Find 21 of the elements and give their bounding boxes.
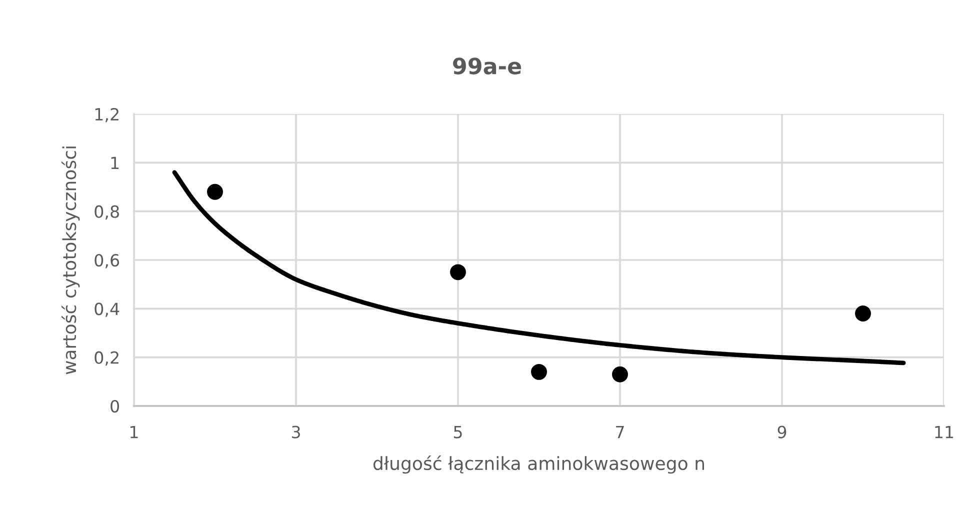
- y-tick-label: 1,2: [95, 108, 118, 122]
- y-tick-label: 0,4: [94, 302, 120, 317]
- x-tick-label: 11: [935, 426, 954, 438]
- point: [531, 364, 547, 380]
- point: [207, 184, 223, 200]
- x-tick-label: 9: [778, 426, 786, 438]
- y-tick-label: 0,6: [94, 254, 120, 268]
- x-tick-label: 3: [292, 426, 300, 438]
- x-tick-label: 7: [616, 426, 624, 438]
- x-axis-title: długość łącznika aminokwasowego n: [373, 455, 704, 474]
- y-tick-label: 1: [111, 156, 119, 169]
- y-axis-title: wartość cytotoksyczności: [62, 146, 80, 374]
- y-tick-label: 0: [110, 400, 120, 413]
- x-tick-label: 5: [454, 426, 462, 438]
- y-tick-label: 0,8: [94, 205, 119, 220]
- y-tick-label: 0,2: [94, 351, 118, 366]
- point: [612, 366, 628, 382]
- point: [450, 264, 466, 280]
- chart-title: 99a-e: [453, 58, 522, 74]
- x-tick-label: 1: [130, 426, 138, 438]
- point: [855, 306, 871, 322]
